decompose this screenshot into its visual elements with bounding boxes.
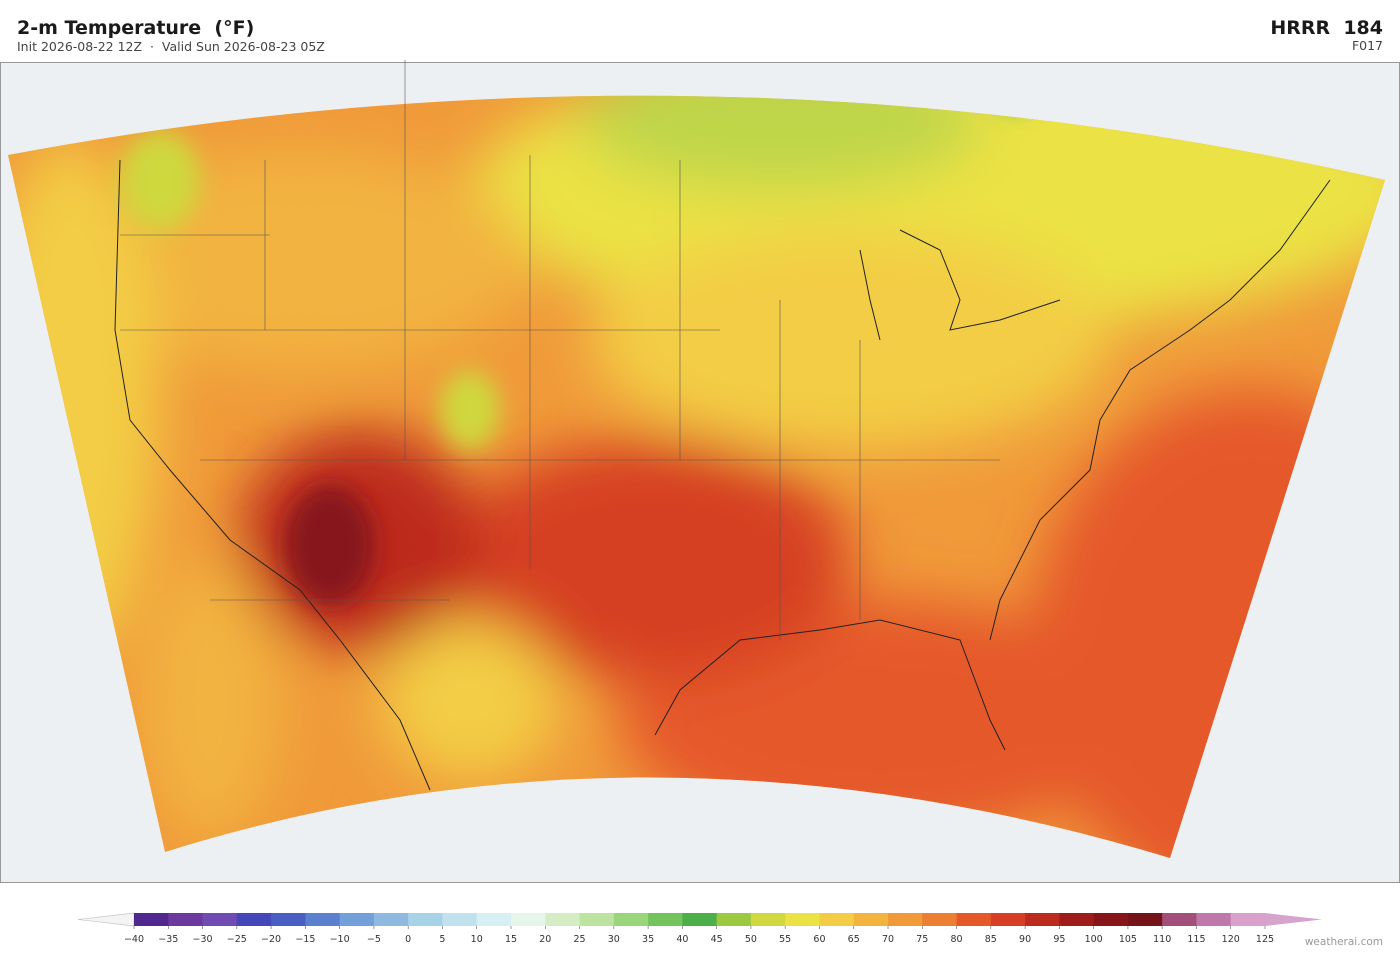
map — [0, 60, 1400, 883]
colorbar-swatch — [271, 913, 306, 926]
colorbar-swatch — [1196, 913, 1232, 926]
colorbar-tick-label: 95 — [1053, 934, 1065, 945]
colorbar-tick-label: 55 — [779, 934, 791, 945]
colorbar-tick-label: 25 — [573, 934, 585, 945]
colorbar-tick-label: −35 — [158, 934, 178, 945]
colorbar-tick-label: 40 — [676, 934, 688, 945]
colorbar-swatch — [339, 913, 375, 926]
colorbar-swatch — [545, 913, 581, 926]
colorbar-swatch — [1230, 913, 1266, 926]
colorbar-swatch — [1093, 913, 1129, 926]
colorbar-tick-label: 65 — [848, 934, 860, 945]
colorbar-swatch — [922, 913, 958, 926]
coastlines — [114, 159, 1331, 791]
colorbar-tick-label: 115 — [1187, 934, 1205, 945]
colorbar-tick-label: 80 — [950, 934, 962, 945]
colorbar-swatch — [888, 913, 923, 926]
colorbar-swatch — [750, 913, 786, 926]
colorbar-tick-label: 125 — [1256, 934, 1274, 945]
colorbar-swatch — [613, 913, 649, 926]
state-borders — [120, 60, 1000, 640]
colorbar-tick-label: −20 — [261, 934, 281, 945]
colorbar-tick-label: 105 — [1119, 934, 1137, 945]
colorbar-tick-label: −25 — [227, 934, 247, 945]
colorbar-swatch — [682, 913, 718, 926]
colorbar-swatch — [716, 913, 752, 926]
colorbar-swatch — [134, 913, 169, 926]
colorbar-tick-label: 10 — [471, 934, 483, 945]
colorbar-tick-label: 85 — [985, 934, 997, 945]
colorbar-tick-label: 45 — [711, 934, 723, 945]
watermark: weatherai.com — [1305, 936, 1383, 948]
colorbar-tick-label: −30 — [193, 934, 213, 945]
colorbar-tick-label: 90 — [1019, 934, 1031, 945]
colorbar-swatch — [476, 913, 512, 926]
colorbar-swatch — [373, 913, 409, 926]
colorbar-tick-label: 100 — [1085, 934, 1103, 945]
map-title: 2-m Temperature (°F) — [17, 17, 254, 39]
colorbar-swatch — [511, 913, 546, 926]
colorbar-tick-label: −40 — [124, 934, 144, 945]
forecast-hour: F017 — [1352, 38, 1383, 53]
colorbar-swatch — [202, 913, 238, 926]
colorbar-tick-label: 0 — [405, 934, 411, 945]
colorbar-swatch — [305, 913, 341, 926]
map-subtitle: Init 2026-08-22 12Z · Valid Sun 2026-08-… — [17, 39, 325, 54]
colorbar-tick-label: 35 — [642, 934, 654, 945]
colorbar-swatch — [408, 913, 443, 926]
colorbar-tick-label: −10 — [330, 934, 350, 945]
colorbar-tick-label: 70 — [882, 934, 894, 945]
colorbar-swatch — [853, 913, 889, 926]
colorbar-swatch — [236, 913, 272, 926]
colorbar-tick-label: 20 — [539, 934, 551, 945]
colorbar-swatch — [990, 913, 1026, 926]
colorbar-swatch — [1162, 913, 1197, 926]
colorbar-swatch — [579, 913, 615, 926]
colorbar-over — [1265, 913, 1322, 926]
colorbar-swatch — [785, 913, 820, 926]
colorbar-swatch — [1127, 913, 1163, 926]
model-label: HRRR 184 — [1270, 17, 1383, 39]
colorbar-tick-label: 50 — [745, 934, 757, 945]
colorbar-swatch — [956, 913, 992, 926]
colorbar-swatch — [1059, 913, 1095, 926]
colorbar-swatch — [168, 913, 204, 926]
colorbar-tick-label: 75 — [916, 934, 928, 945]
colorbar-tick-label: 5 — [439, 934, 445, 945]
colorbar-tick-label: 30 — [608, 934, 620, 945]
colorbar-tick-label: 110 — [1153, 934, 1171, 945]
colorbar-tick-label: −5 — [367, 934, 381, 945]
colorbar: −40 −35 −30 −25 −20 −15 −10 −5 0 5 10 15 20 25 30 35 40 4… — [77, 912, 1322, 945]
colorbar-swatch — [819, 913, 855, 926]
colorbar-tick-label: 15 — [505, 934, 517, 945]
colorbar-tick-label: −15 — [295, 934, 315, 945]
colorbar-tick-label: 120 — [1222, 934, 1240, 945]
colorbar-tick-label: 60 — [813, 934, 825, 945]
colorbar-under — [77, 912, 135, 927]
colorbar-swatch — [1025, 913, 1060, 926]
colorbar-swatch — [648, 913, 683, 926]
colorbar-swatch — [442, 913, 478, 926]
